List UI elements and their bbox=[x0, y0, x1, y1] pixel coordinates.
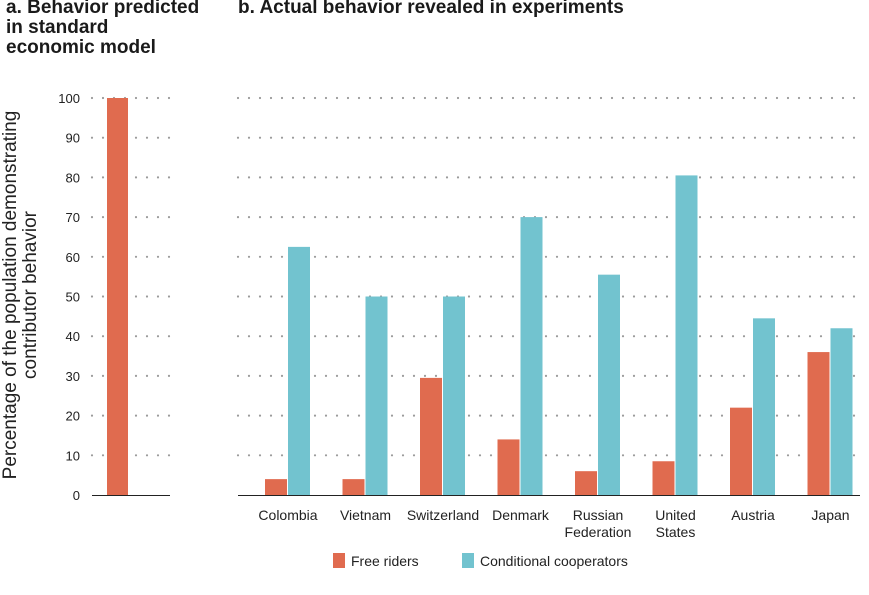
panel-a-title-line: economic model bbox=[6, 37, 156, 58]
category-label-line: Austria bbox=[731, 507, 775, 523]
y-tick-labels: 0 10 20 30 40 50 60 70 80 90 100 bbox=[58, 91, 80, 503]
category-label: Japan bbox=[811, 507, 849, 523]
y-tick-label: 40 bbox=[66, 329, 80, 344]
category-label: Switzerland bbox=[407, 507, 479, 523]
y-tick-label: 30 bbox=[66, 369, 80, 384]
y-tick-label: 100 bbox=[58, 91, 80, 106]
y-axis-title: Percentage of the population demonstrati… bbox=[0, 111, 41, 480]
panel-a-title-line: in standard bbox=[6, 17, 109, 38]
y-tick-label: 50 bbox=[66, 290, 80, 305]
y-axis-label: Percentage of the population demonstrati… bbox=[0, 111, 41, 480]
bar-free-riders bbox=[497, 439, 520, 495]
bar-free-riders bbox=[652, 461, 675, 495]
legend-label: Conditional cooperators bbox=[480, 553, 628, 569]
bar-free-riders bbox=[575, 471, 597, 495]
category-label: Denmark bbox=[492, 507, 550, 523]
legend-label: Free riders bbox=[351, 553, 419, 569]
y-tick-label: 70 bbox=[66, 210, 80, 225]
bar-conditional-cooperators bbox=[753, 318, 775, 495]
category-label-line: States bbox=[656, 524, 696, 540]
bar-free-riders bbox=[420, 377, 442, 495]
y-tick-label: 90 bbox=[66, 131, 80, 146]
bar-conditional-cooperators bbox=[830, 328, 853, 495]
category-label-line: Russian bbox=[573, 507, 624, 523]
category-label-line: Denmark bbox=[492, 507, 550, 523]
category-label-line: Colombia bbox=[258, 507, 317, 523]
category-label-line: Switzerland bbox=[407, 507, 479, 523]
bar-predicted bbox=[107, 98, 128, 495]
panel-b-bars bbox=[265, 175, 853, 496]
y-axis-title-line: contributor behavior bbox=[20, 210, 41, 379]
y-tick-label: 10 bbox=[66, 448, 80, 463]
category-label-line: United bbox=[655, 507, 695, 523]
bar-conditional-cooperators bbox=[520, 217, 543, 495]
bar-conditional-cooperators bbox=[598, 274, 620, 495]
bar-conditional-cooperators bbox=[443, 296, 465, 495]
category-labels: Colombia Vietnam Switzerland Denmark Russian… bbox=[258, 507, 849, 540]
bar-free-riders bbox=[807, 352, 830, 495]
category-label: United States bbox=[655, 507, 695, 540]
category-label-line: Japan bbox=[811, 507, 849, 523]
y-tick-label: 80 bbox=[66, 170, 80, 185]
bar-conditional-cooperators bbox=[288, 246, 310, 495]
category-label: Russian Federation bbox=[565, 507, 632, 540]
panel-a-title-line: a. Behavior predicted bbox=[6, 0, 200, 18]
bar-free-riders bbox=[342, 479, 365, 495]
y-tick-label: 0 bbox=[73, 488, 80, 503]
category-label: Vietnam bbox=[340, 507, 391, 523]
category-label-line: Vietnam bbox=[340, 507, 391, 523]
y-axis-title-line: Percentage of the population demonstrati… bbox=[0, 111, 21, 480]
category-label: Colombia bbox=[258, 507, 317, 523]
legend-swatch bbox=[333, 553, 345, 568]
panel-a-bars bbox=[107, 98, 128, 495]
category-label-line: Federation bbox=[565, 524, 632, 540]
gridlines bbox=[90, 96, 862, 457]
bar-free-riders bbox=[730, 407, 752, 495]
panel-a-title: a. Behavior predicted in standard economic… bbox=[6, 0, 221, 58]
bar-conditional-cooperators bbox=[675, 175, 698, 496]
legend-swatch bbox=[462, 553, 474, 568]
bar-conditional-cooperators bbox=[365, 296, 388, 495]
y-tick-label: 20 bbox=[66, 409, 80, 424]
y-tick-label: 60 bbox=[66, 250, 80, 265]
category-label: Austria bbox=[731, 507, 775, 523]
panel-b-title: b. Actual behavior revealed in experimen… bbox=[238, 0, 624, 18]
bar-free-riders bbox=[265, 479, 287, 495]
legend: Free riders Conditional cooperators bbox=[333, 553, 628, 569]
